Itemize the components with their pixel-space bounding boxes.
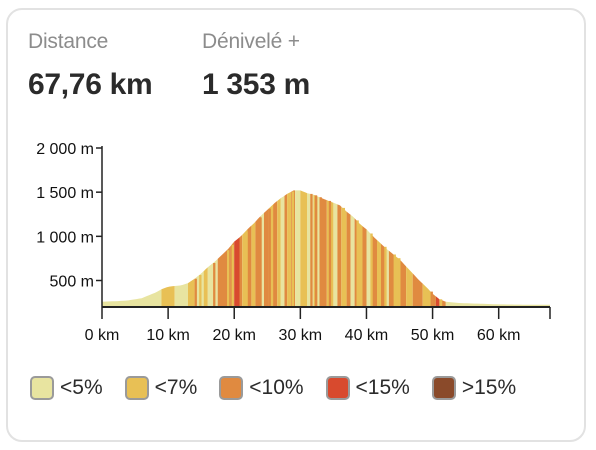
- legend-swatch: [124, 376, 149, 400]
- x-tick-label: 0 km: [85, 327, 120, 344]
- gradient-legend: <5% <7% <10% <15% >15%: [30, 376, 538, 400]
- gradient-band: [277, 198, 281, 307]
- x-tick-label: 40 km: [345, 327, 389, 344]
- gradient-band: [350, 214, 355, 307]
- gradient-band: [234, 237, 240, 307]
- gradient-segment: [245, 231, 248, 307]
- legend-item-gt15: >15%: [431, 376, 517, 400]
- distance-label: Distance: [28, 30, 109, 53]
- x-tick-label: 20 km: [212, 327, 256, 344]
- gradient-segment: [430, 291, 433, 307]
- gradient-band: [239, 234, 243, 307]
- gradient-band: [333, 202, 338, 307]
- x-tick-label: 60 km: [477, 327, 521, 344]
- gradient-segment: [259, 217, 262, 307]
- gradient-segment: [356, 220, 359, 307]
- legend-swatch: [325, 376, 350, 400]
- gradient-band: [337, 204, 342, 307]
- gradient-segment: [231, 244, 234, 307]
- gradient-band: [174, 283, 188, 307]
- x-tick-label: 50 km: [411, 327, 455, 344]
- gradient-band: [207, 258, 218, 307]
- gradient-band: [161, 286, 175, 307]
- y-tick-label: 2 000 m: [36, 141, 94, 158]
- legend-item-lt10: <10%: [219, 376, 304, 400]
- legend-item-lt15: <15%: [325, 376, 410, 400]
- legend-label: <5%: [60, 376, 103, 399]
- elevation-gain-value: 1 353 m: [202, 68, 310, 101]
- gradient-segment: [328, 200, 332, 307]
- legend-label: <10%: [249, 376, 304, 399]
- gradient-band: [422, 283, 433, 307]
- gradient-band: [247, 225, 252, 307]
- gradient-segment: [291, 191, 295, 307]
- legend-item-lt7: <7%: [124, 376, 198, 400]
- gradient-segment: [370, 233, 373, 307]
- legend-swatch: [219, 376, 244, 400]
- gradient-band: [251, 221, 256, 307]
- gradient-segment: [227, 250, 230, 307]
- gradient-segment: [199, 275, 202, 307]
- gradient-band: [406, 266, 413, 307]
- gradient-band: [412, 273, 423, 307]
- x-tick-label: 10 km: [146, 327, 190, 344]
- gradient-segment: [439, 299, 443, 307]
- gradient-segment: [203, 271, 207, 307]
- distance-value: 67,76 km: [28, 68, 153, 101]
- gradient-band: [358, 222, 363, 307]
- gradient-band: [321, 198, 327, 307]
- legend-label: <7%: [154, 376, 198, 399]
- gradient-band: [188, 278, 195, 307]
- gradient-band: [381, 243, 385, 307]
- gradient-segment: [268, 208, 271, 307]
- gradient-band: [346, 211, 351, 307]
- gradient-band: [280, 195, 285, 307]
- gradient-segment: [310, 193, 313, 307]
- gradient-band: [284, 193, 288, 307]
- distance-stat: Distance 67,76 km: [28, 30, 153, 102]
- elevation-gain-label: Dénivelé +: [202, 30, 300, 53]
- gradient-band: [295, 190, 301, 307]
- gradient-segment: [273, 204, 276, 307]
- gradient-band: [445, 301, 550, 307]
- legend-swatch: [30, 376, 54, 400]
- gradient-segment: [393, 254, 396, 307]
- legend-item-lt5: <5%: [30, 376, 103, 400]
- gradient-band: [435, 296, 440, 307]
- gradient-band: [388, 250, 395, 307]
- legend-label: <15%: [355, 376, 410, 399]
- gradient-segment: [342, 207, 345, 307]
- gradient-band: [362, 226, 367, 307]
- gradient-segment: [384, 246, 387, 307]
- y-tick-label: 500 m: [50, 274, 94, 291]
- gradient-band: [377, 240, 381, 307]
- gradient-band: [432, 293, 436, 307]
- gradient-band: [287, 191, 292, 307]
- gradient-band: [102, 289, 162, 307]
- gradient-band: [264, 208, 269, 307]
- legend-label: >15%: [461, 376, 517, 399]
- gradient-segment: [194, 278, 197, 307]
- y-tick-label: 1 000 m: [36, 229, 94, 246]
- gradient-segment: [213, 263, 216, 307]
- gradient-band: [399, 259, 407, 307]
- gradient-segment: [314, 195, 318, 307]
- gradient-band: [300, 190, 307, 307]
- gradient-band: [371, 234, 377, 307]
- x-tick-label: 30 km: [279, 327, 323, 344]
- elevation-gain-stat: Dénivelé + 1 353 m: [202, 30, 310, 102]
- gradient-band: [255, 216, 261, 307]
- legend-swatch: [431, 376, 456, 400]
- gradient-segment: [319, 197, 322, 307]
- gradient-segment: [398, 258, 401, 307]
- y-tick-label: 1 500 m: [36, 185, 94, 202]
